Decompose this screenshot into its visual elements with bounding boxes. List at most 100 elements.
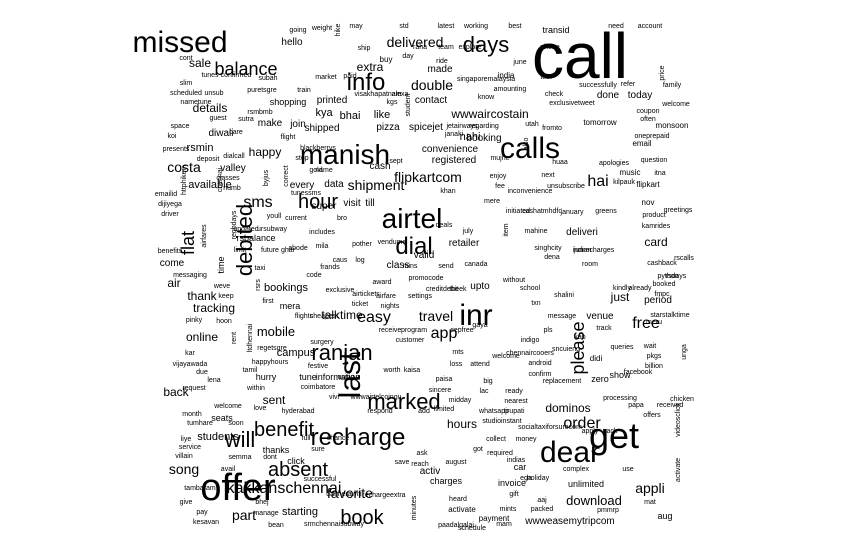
- word-10: recharge: [311, 424, 406, 451]
- word-229: vendume: [378, 239, 407, 246]
- word-261: shalini: [554, 292, 574, 299]
- word-369: bean: [268, 522, 284, 529]
- word-333: full: [302, 435, 311, 442]
- word-212: current: [285, 215, 307, 222]
- word-19: absent: [268, 459, 328, 481]
- word-404: frands: [320, 264, 340, 271]
- word-303: coimbatore: [301, 384, 336, 391]
- word-103: rsbalance: [236, 233, 275, 243]
- word-180: fromto: [542, 125, 562, 132]
- word-256: weve: [213, 283, 230, 290]
- word-378: httphikein: [181, 165, 188, 195]
- word-40: part: [232, 507, 256, 523]
- word-46: talktime: [321, 308, 363, 322]
- word-96: venue: [586, 311, 614, 322]
- word-308: chicken: [670, 396, 694, 403]
- word-258: first: [262, 298, 273, 305]
- word-277: customer: [396, 337, 425, 344]
- word-84: diwali: [208, 128, 233, 139]
- word-307: processing: [603, 395, 637, 402]
- word-160: unsub: [204, 90, 223, 97]
- word-189: sept: [389, 158, 402, 165]
- word-155: slim: [180, 80, 193, 87]
- word-23: please: [568, 321, 588, 374]
- word-200: unsubscribe: [547, 183, 585, 190]
- word-245: cashback: [647, 260, 677, 267]
- word-179: utah: [525, 121, 539, 128]
- word-235: future: [261, 247, 279, 254]
- word-412: price: [659, 65, 666, 80]
- word-122: payment: [479, 514, 510, 523]
- word-69: bhai: [340, 110, 361, 122]
- word-2: calls: [500, 132, 560, 165]
- word-355: dasherawifi: [326, 491, 362, 498]
- word-50: hours: [447, 417, 477, 431]
- word-182: koi: [168, 133, 177, 140]
- word-166: amounting: [494, 86, 527, 93]
- word-162: train: [297, 87, 311, 94]
- word-218: greens: [595, 208, 617, 215]
- word-159: scheduled: [170, 90, 202, 97]
- word-163: visakhapatnam: [354, 91, 401, 98]
- word-194: deposit: [197, 156, 220, 163]
- word-380: rscalls: [674, 255, 694, 262]
- word-91: till: [365, 198, 374, 209]
- word-75: booking: [466, 133, 501, 144]
- word-312: nearest: [504, 398, 527, 405]
- word-156: tunes: [201, 72, 219, 79]
- word-81: make: [258, 118, 283, 129]
- word-150: india: [498, 71, 515, 80]
- word-3: offer: [200, 467, 276, 509]
- word-5: dear: [540, 436, 600, 469]
- word-170: often: [640, 116, 656, 123]
- word-291: android: [528, 360, 551, 367]
- word-409: item: [503, 223, 510, 236]
- word-294: due: [196, 369, 208, 376]
- word-239: log: [355, 257, 364, 264]
- word-350: august: [445, 459, 466, 466]
- word-136: weight: [311, 25, 332, 32]
- word-53: thank: [187, 289, 217, 303]
- word-140: market: [315, 74, 336, 81]
- word-310: wwwairtelcoingu: [350, 394, 402, 401]
- word-174: sutra: [238, 116, 254, 123]
- word-94: class: [387, 260, 410, 271]
- word-283: wait: [643, 343, 657, 350]
- word-117: show: [609, 370, 631, 380]
- word-209: dijiyega: [158, 201, 182, 208]
- word-298: paisa: [436, 376, 453, 383]
- word-134: std: [399, 23, 408, 30]
- word-375: activate: [675, 458, 682, 482]
- word-120: car: [514, 462, 527, 472]
- word-311: midday: [449, 397, 472, 404]
- word-332: service: [179, 444, 201, 451]
- word-208: emailid: [155, 191, 177, 198]
- word-39: song: [169, 461, 199, 477]
- word-396: indigo: [521, 337, 540, 344]
- word-301: request: [182, 385, 205, 392]
- word-343: required: [487, 450, 513, 457]
- word-109: thanks: [263, 445, 290, 455]
- word-87: data: [324, 179, 344, 190]
- word-287: worth: [382, 367, 400, 374]
- word-206: fee: [495, 183, 505, 190]
- word-51: happy: [249, 145, 282, 159]
- word-406: hike: [335, 23, 342, 36]
- word-372: paadalgalai: [438, 522, 474, 529]
- word-80: printed: [317, 95, 348, 106]
- word-4: get: [589, 415, 639, 456]
- word-201: itna: [654, 170, 665, 177]
- word-199: next: [541, 172, 554, 179]
- word-9: airtel: [382, 203, 443, 234]
- word-360: heard: [449, 496, 467, 503]
- word-357: gift: [509, 491, 518, 498]
- word-22: balance: [214, 59, 277, 79]
- word-211: youll: [267, 213, 282, 220]
- word-224: includes: [309, 229, 335, 236]
- word-129: need: [608, 23, 624, 30]
- word-297: using: [338, 374, 355, 381]
- word-363: pay: [196, 509, 208, 516]
- word-228: pother: [352, 241, 373, 248]
- word-133: latest: [438, 23, 455, 30]
